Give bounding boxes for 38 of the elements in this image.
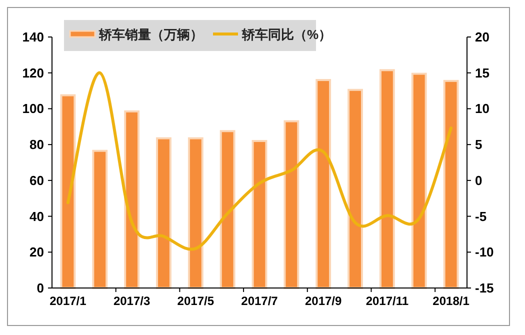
x-tick-label: 2018/1 — [432, 294, 470, 308]
legend-label: 轿车销量（万辆） — [98, 27, 203, 42]
x-tick-label: 2017/1 — [50, 294, 87, 308]
y-tick-label: 20 — [30, 244, 44, 260]
y2-tick-label: 10 — [475, 101, 490, 116]
bar — [348, 88, 363, 289]
bar — [284, 120, 300, 289]
bar — [316, 79, 332, 289]
bar — [156, 137, 172, 289]
bar — [443, 80, 459, 289]
x-tick-label: 2017/3 — [113, 294, 150, 308]
x-tick-label: 2017/5 — [177, 294, 214, 308]
bar — [411, 72, 427, 289]
bar — [252, 140, 268, 289]
bar — [60, 94, 76, 289]
legend-label: 轿车同比（%） — [241, 27, 332, 42]
bar — [188, 137, 204, 289]
y2-tick-label: 20 — [475, 30, 490, 44]
y-tick-label: 60 — [30, 172, 44, 188]
y-tick-label: 100 — [22, 101, 44, 116]
y2-tick-label: -15 — [475, 280, 494, 296]
y2-tick-label: 0 — [475, 172, 482, 188]
bar — [124, 110, 140, 289]
bar — [92, 150, 108, 289]
x-tick-label: 2017/11 — [366, 294, 409, 308]
bar — [220, 130, 236, 289]
y2-tick-label: -10 — [475, 244, 494, 260]
x-tick-label: 2017/9 — [304, 294, 342, 308]
y2-tick-label: 5 — [475, 137, 482, 152]
y-tick-label: 40 — [30, 208, 44, 224]
y-tick-label: 0 — [36, 280, 44, 296]
bar — [379, 69, 395, 289]
x-tick-label: 2017/7 — [241, 294, 278, 308]
y-tick-label: 80 — [30, 137, 44, 152]
y2-tick-label: -5 — [475, 208, 487, 224]
y2-tick-label: 15 — [475, 65, 490, 80]
y-tick-label: 120 — [22, 65, 44, 80]
y-tick-label: 140 — [22, 30, 44, 44]
